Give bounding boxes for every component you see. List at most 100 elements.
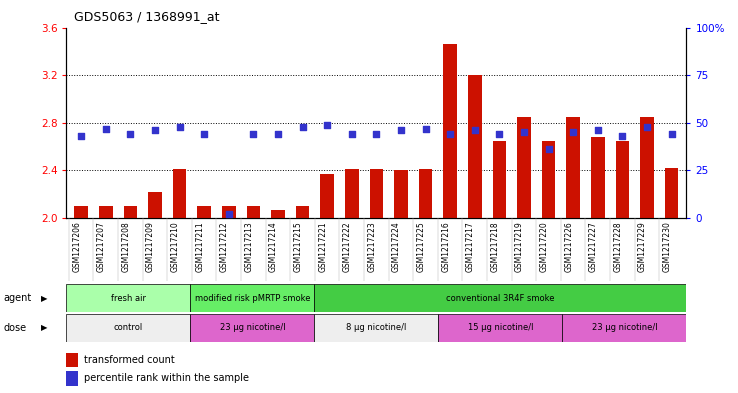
Point — [100, 125, 111, 132]
Bar — [222, 206, 235, 218]
Text: percentile rank within the sample: percentile rank within the sample — [84, 373, 249, 384]
Bar — [66, 314, 190, 342]
Bar — [66, 284, 190, 312]
Bar — [314, 284, 686, 312]
Text: GSM1217207: GSM1217207 — [97, 221, 106, 272]
Point — [395, 127, 407, 134]
Text: 23 µg nicotine/l: 23 µg nicotine/l — [592, 323, 657, 332]
Bar — [296, 206, 309, 218]
Bar — [272, 210, 285, 218]
Bar — [419, 169, 432, 218]
Text: GSM1217214: GSM1217214 — [269, 221, 278, 272]
Bar — [468, 75, 481, 218]
Text: GSM1217215: GSM1217215 — [294, 221, 303, 272]
Text: GSM1217206: GSM1217206 — [72, 221, 81, 272]
Point — [666, 131, 677, 138]
Bar — [438, 314, 562, 342]
Bar — [66, 353, 77, 367]
Bar — [246, 206, 260, 218]
Text: GSM1217211: GSM1217211 — [195, 221, 204, 272]
Bar — [517, 117, 531, 218]
Bar — [542, 141, 556, 218]
Bar — [665, 168, 678, 218]
Text: GSM1217220: GSM1217220 — [539, 221, 548, 272]
Text: 15 µg nicotine/l: 15 µg nicotine/l — [468, 323, 533, 332]
Text: GSM1217212: GSM1217212 — [220, 221, 229, 272]
Text: 23 µg nicotine/l: 23 µg nicotine/l — [220, 323, 285, 332]
Text: GSM1217216: GSM1217216 — [441, 221, 450, 272]
Point — [616, 133, 628, 139]
Point — [321, 121, 333, 128]
Point — [223, 211, 235, 217]
Text: GSM1217226: GSM1217226 — [564, 221, 573, 272]
Bar — [75, 206, 88, 218]
Bar — [567, 117, 580, 218]
Point — [641, 123, 653, 130]
Point — [494, 131, 506, 138]
Text: ▶: ▶ — [41, 294, 47, 303]
Bar — [444, 44, 457, 218]
Text: GSM1217225: GSM1217225 — [416, 221, 426, 272]
Point — [149, 127, 161, 134]
Point — [346, 131, 358, 138]
Text: modified risk pMRTP smoke: modified risk pMRTP smoke — [195, 294, 310, 303]
Text: GSM1217209: GSM1217209 — [146, 221, 155, 272]
Text: GSM1217219: GSM1217219 — [515, 221, 524, 272]
Text: GSM1217222: GSM1217222 — [342, 221, 352, 272]
Bar — [173, 169, 186, 218]
Bar — [314, 314, 438, 342]
Text: conventional 3R4F smoke: conventional 3R4F smoke — [446, 294, 555, 303]
Text: GSM1217217: GSM1217217 — [466, 221, 475, 272]
Bar — [198, 206, 211, 218]
Text: GSM1217223: GSM1217223 — [368, 221, 376, 272]
Text: GSM1217230: GSM1217230 — [663, 221, 672, 272]
Point — [272, 131, 284, 138]
Bar — [99, 206, 113, 218]
Point — [568, 129, 579, 136]
Bar — [370, 169, 383, 218]
Text: GSM1217227: GSM1217227 — [589, 221, 598, 272]
Point — [420, 125, 432, 132]
Text: transformed count: transformed count — [84, 355, 174, 365]
Text: agent: agent — [4, 293, 32, 303]
Text: 8 µg nicotine/l: 8 µg nicotine/l — [346, 323, 407, 332]
Bar — [190, 314, 314, 342]
Text: fresh air: fresh air — [111, 294, 146, 303]
Point — [469, 127, 480, 134]
Point — [370, 131, 382, 138]
Bar — [641, 117, 654, 218]
Point — [247, 131, 259, 138]
Bar — [190, 284, 314, 312]
Text: GSM1217229: GSM1217229 — [638, 221, 647, 272]
Point — [542, 146, 554, 152]
Bar — [562, 314, 686, 342]
Text: GSM1217218: GSM1217218 — [490, 221, 500, 272]
Text: GSM1217221: GSM1217221 — [318, 221, 327, 272]
Point — [199, 131, 210, 138]
Bar — [320, 174, 334, 218]
Bar — [493, 141, 506, 218]
Text: GSM1217208: GSM1217208 — [121, 221, 131, 272]
Bar — [124, 206, 137, 218]
Text: ▶: ▶ — [41, 323, 47, 332]
Bar — [66, 371, 77, 386]
Point — [444, 131, 456, 138]
Text: GSM1217228: GSM1217228 — [613, 221, 622, 272]
Text: GSM1217224: GSM1217224 — [392, 221, 401, 272]
Point — [518, 129, 530, 136]
Text: dose: dose — [4, 323, 27, 333]
Text: control: control — [114, 323, 143, 332]
Bar — [148, 192, 162, 218]
Point — [125, 131, 137, 138]
Text: GDS5063 / 1368991_at: GDS5063 / 1368991_at — [74, 10, 219, 23]
Text: GSM1217210: GSM1217210 — [170, 221, 179, 272]
Point — [75, 133, 87, 139]
Bar — [615, 141, 629, 218]
Point — [592, 127, 604, 134]
Text: GSM1217213: GSM1217213 — [244, 221, 253, 272]
Point — [297, 123, 308, 130]
Bar — [591, 137, 604, 218]
Point — [173, 123, 185, 130]
Bar — [394, 171, 408, 218]
Bar — [345, 169, 359, 218]
